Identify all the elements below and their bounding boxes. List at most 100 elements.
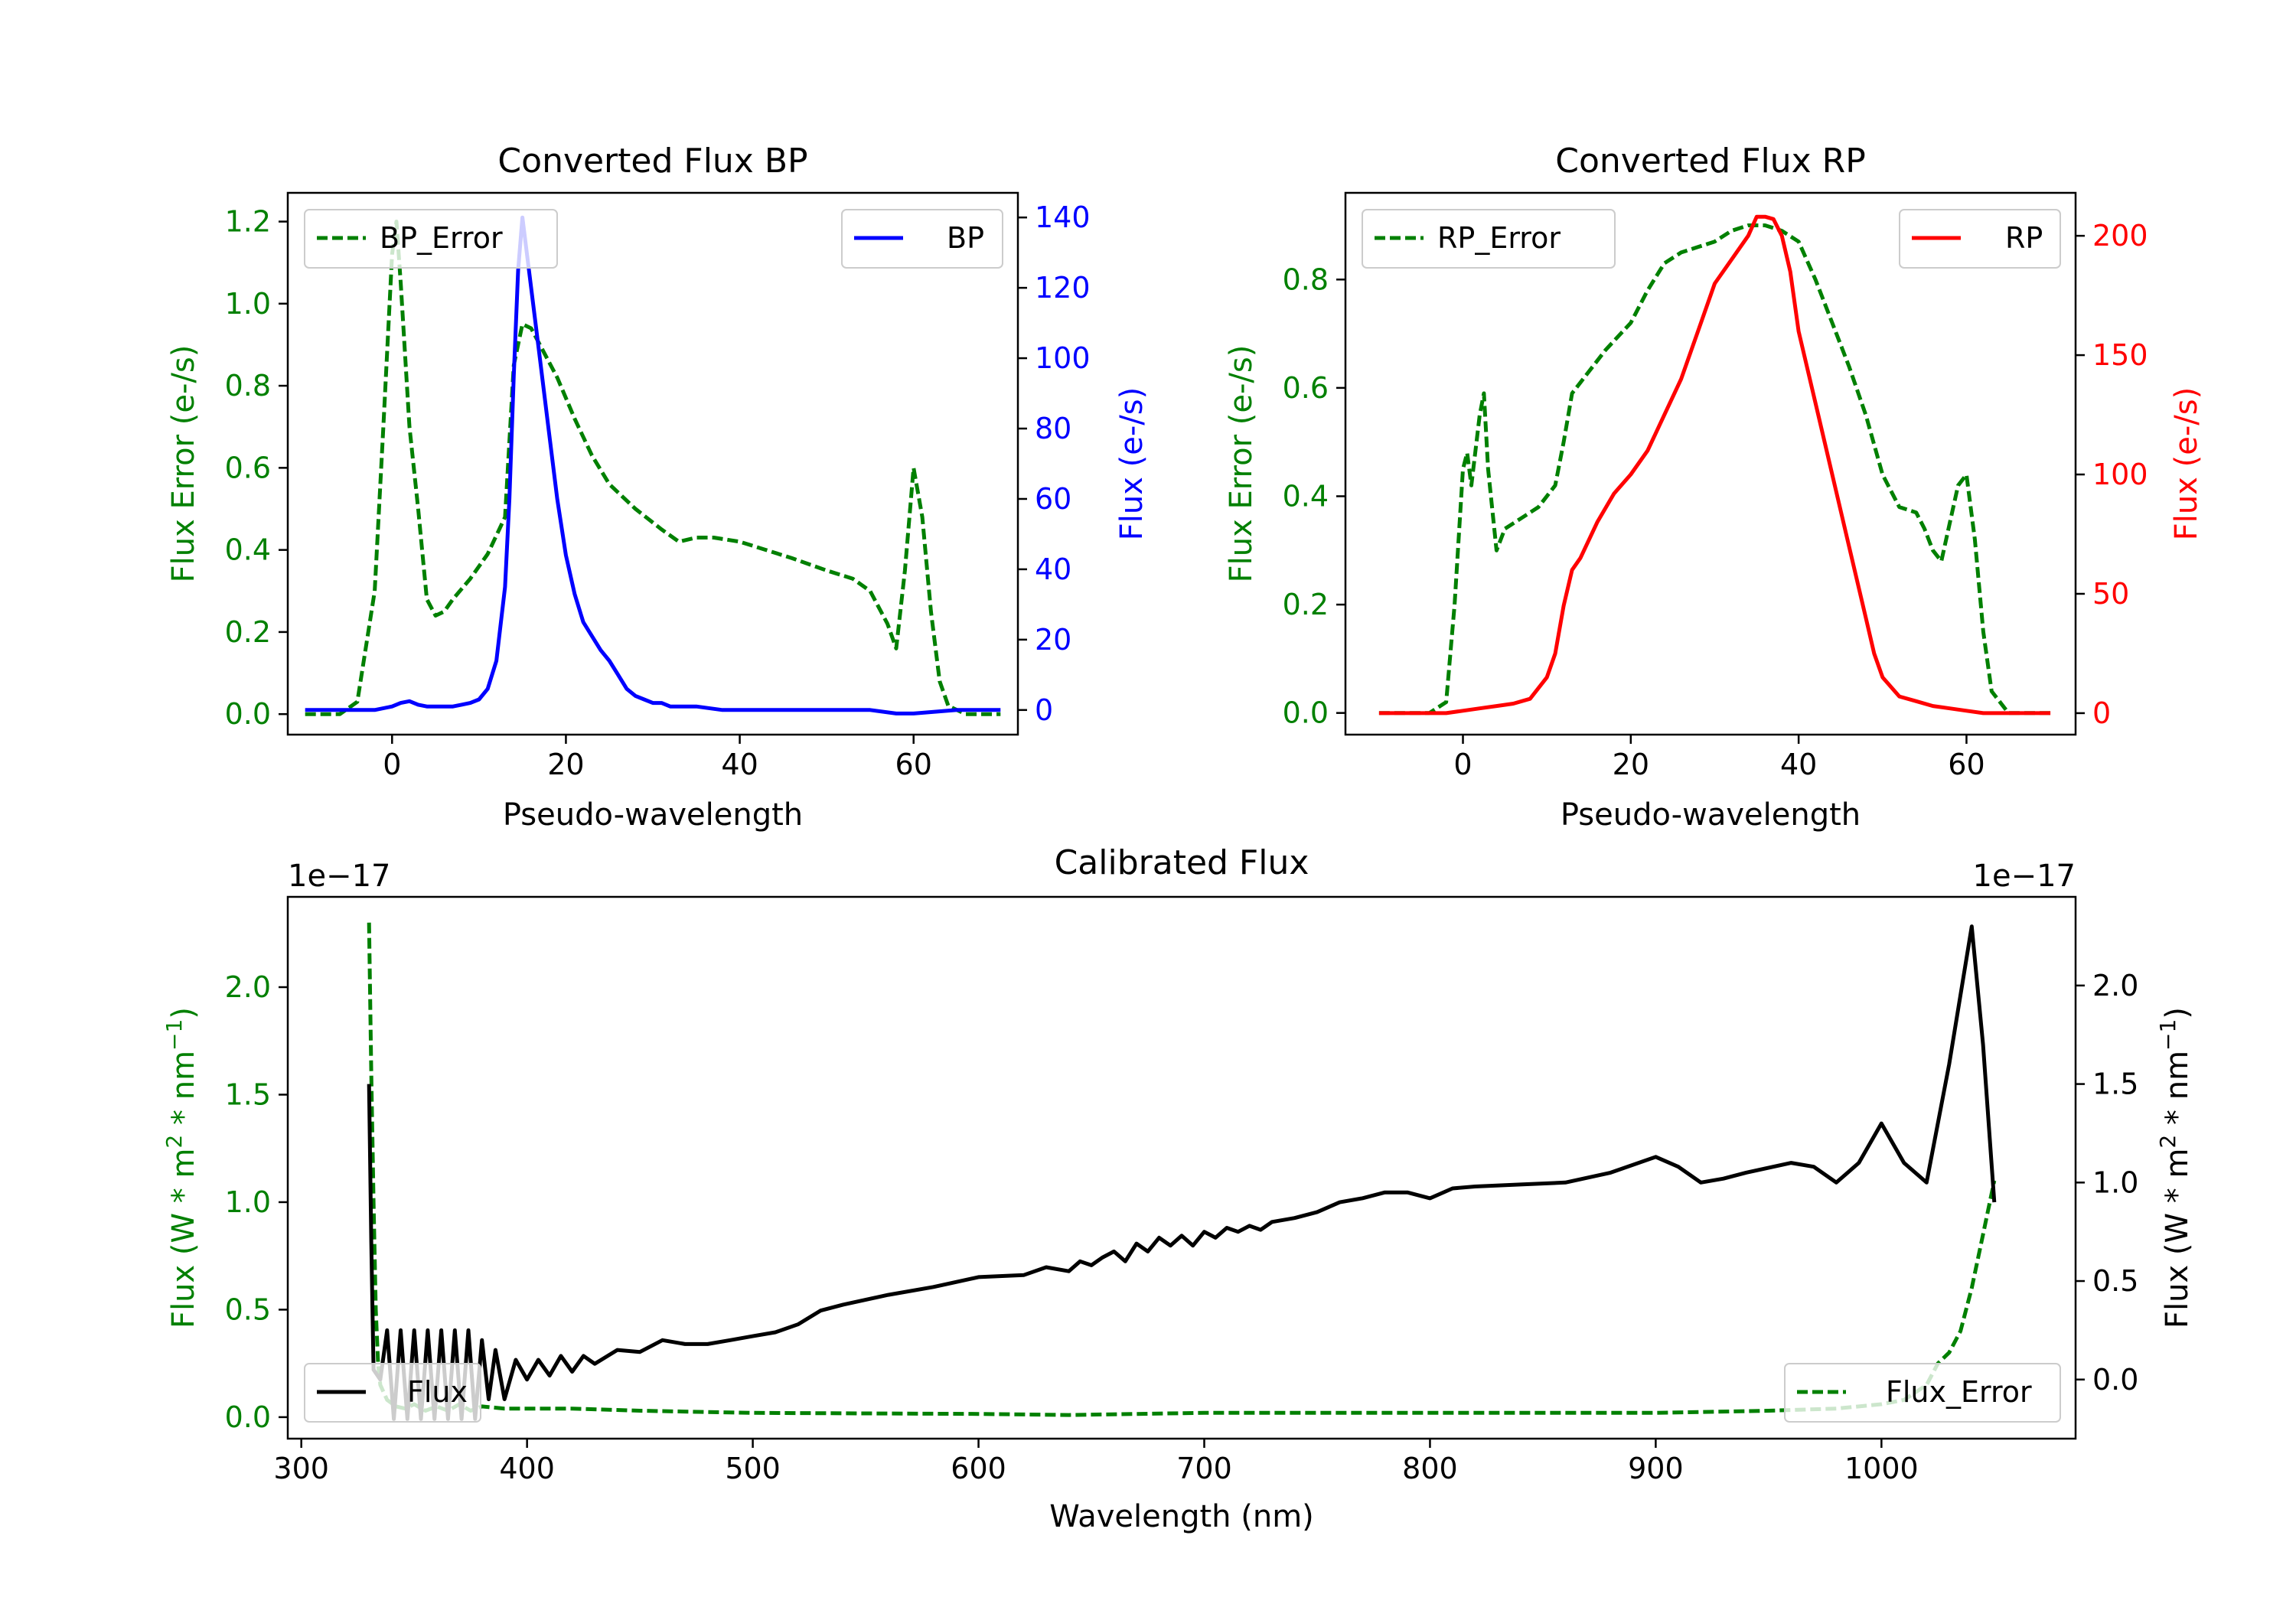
rp-ylabel-right: Flux (e-/s) xyxy=(2169,387,2204,540)
cal-xtick-label: 700 xyxy=(1176,1452,1232,1485)
rp-xtick-label: 0 xyxy=(1453,748,1472,781)
rp-lines xyxy=(1378,214,2051,715)
cal-xlabel: Wavelength (nm) xyxy=(1049,1499,1314,1534)
bp-right-tick-label: 20 xyxy=(1035,623,1071,657)
cal-left-tick-label: 2.0 xyxy=(225,970,271,1004)
bp-xlabel: Pseudo-wavelength xyxy=(503,797,803,833)
cal-xtick-label: 1000 xyxy=(1844,1452,1919,1485)
cal-axes-frame xyxy=(286,895,2077,1440)
rp-right-tick-label: 150 xyxy=(2092,338,2148,372)
cal-ylabel-left-b: * nm xyxy=(166,1051,201,1135)
rp-left-tick-label: 0.8 xyxy=(1283,262,1329,296)
bp-xtick-label: 20 xyxy=(547,748,584,781)
rp-error-legend: RP_Error xyxy=(1362,209,1616,269)
cal-ylabel-right-sup1: 2 xyxy=(2155,1135,2180,1149)
rp-right-ticks: 0 50 100 150 200 xyxy=(2076,219,2148,730)
cal-panel: Calibrated Flux 1e−17 1e−17 300 400 500 600… xyxy=(161,843,2195,1534)
rp-error-legend-label: RP_Error xyxy=(1437,221,1561,255)
cal-ylabel-left-a: Flux (W * m xyxy=(166,1149,201,1328)
cal-xticks: 300 400 500 600 700 800 900 1000 xyxy=(273,1439,1919,1485)
rp-left-tick-label: 0.6 xyxy=(1283,371,1329,405)
rp-right-tick-label: 100 xyxy=(2092,458,2148,491)
cal-error-legend: Flux_Error xyxy=(1784,1363,2061,1423)
bp-xticks: 0 20 40 60 xyxy=(383,735,932,781)
cal-ylabel-right: Flux (W * m2 * nm−1) xyxy=(2155,1007,2195,1328)
bp-left-ticks: 0.0 0.2 0.4 0.6 0.8 1.0 1.2 xyxy=(225,205,288,731)
cal-right-tick-label: 0.5 xyxy=(2092,1264,2138,1298)
cal-offset-left: 1e−17 xyxy=(288,859,390,894)
cal-flux-legend: Flux xyxy=(304,1363,481,1423)
bp-axes-frame xyxy=(286,191,1019,736)
bp-legend-label: BP xyxy=(947,221,984,255)
bp-legend-box xyxy=(841,209,1003,269)
cal-xtick-label: 500 xyxy=(725,1452,781,1485)
rp-title: Converted Flux RP xyxy=(1555,142,1866,181)
bp-lines xyxy=(305,215,1001,716)
cal-xtick-label: 900 xyxy=(1628,1452,1684,1485)
rp-xtick-label: 20 xyxy=(1613,748,1649,781)
cal-right-tick-label: 0.0 xyxy=(2092,1363,2138,1397)
cal-ylabel-left-c: ) xyxy=(166,1007,201,1019)
cal-left-tick-label: 0.5 xyxy=(225,1292,271,1326)
rp-left-tick-label: 0.2 xyxy=(1283,588,1329,621)
bp-xtick-label: 0 xyxy=(383,748,401,781)
bp-right-tick-label: 100 xyxy=(1035,341,1091,375)
rp-ylabel-left: Flux Error (e-/s) xyxy=(1224,345,1259,583)
cal-error-legend-label: Flux_Error xyxy=(1886,1375,2032,1409)
rp-xtick-label: 60 xyxy=(1948,748,1985,781)
bp-error-legend-label: BP_Error xyxy=(380,221,503,255)
rp-left-ticks: 0.0 0.2 0.4 0.6 0.8 xyxy=(1283,262,1345,730)
bp-ylabel-right: Flux (e-/s) xyxy=(1114,387,1150,540)
bp-xtick-label: 60 xyxy=(895,748,932,781)
bp-right-tick-label: 0 xyxy=(1035,693,1053,727)
cal-ylabel-right-b: * nm xyxy=(2160,1051,2195,1135)
rp-series-rp xyxy=(1378,214,2051,715)
rp-xlabel: Pseudo-wavelength xyxy=(1561,797,1861,833)
cal-flux-legend-label: Flux xyxy=(407,1375,468,1409)
bp-series-bp xyxy=(305,215,1001,715)
bp-right-tick-label: 120 xyxy=(1035,271,1091,305)
cal-ylabel-right-a: Flux (W * m xyxy=(2160,1149,2195,1328)
cal-xtick-label: 800 xyxy=(1402,1452,1458,1485)
bp-right-ticks: 0 20 40 60 80 100 120 140 xyxy=(1018,200,1091,727)
cal-right-tick-label: 1.5 xyxy=(2092,1068,2138,1101)
cal-ylabel-left-sup2: −1 xyxy=(161,1019,187,1051)
cal-right-tick-label: 2.0 xyxy=(2092,969,2138,1002)
bp-xtick-label: 40 xyxy=(721,748,758,781)
cal-ylabel-left: Flux (W * m2 * nm−1) xyxy=(161,1007,201,1328)
cal-xtick-label: 300 xyxy=(273,1452,329,1485)
bp-left-tick-label: 0.8 xyxy=(225,369,271,403)
cal-error-legend-box xyxy=(1784,1363,2061,1423)
rp-right-tick-label: 0 xyxy=(2092,696,2111,730)
rp-error-legend-box xyxy=(1362,209,1616,269)
cal-right-ticks: 0.0 0.5 1.0 1.5 2.0 xyxy=(2076,969,2138,1397)
bp-series-bp-error xyxy=(305,220,1001,716)
cal-title: Calibrated Flux xyxy=(1055,843,1309,882)
rp-legend: RP xyxy=(1899,209,2061,269)
bp-error-legend-box xyxy=(304,209,558,269)
rp-xticks: 0 20 40 60 xyxy=(1453,735,1985,781)
bp-right-tick-label: 60 xyxy=(1035,482,1071,516)
bp-left-tick-label: 0.4 xyxy=(225,533,271,567)
rp-series-rp-error xyxy=(1378,223,2051,715)
cal-left-ticks: 0.0 0.5 1.0 1.5 2.0 xyxy=(225,970,288,1434)
cal-right-tick-label: 1.0 xyxy=(2092,1165,2138,1199)
rp-right-tick-label: 50 xyxy=(2092,577,2129,611)
cal-left-tick-label: 1.5 xyxy=(225,1077,271,1111)
rp-left-tick-label: 0.4 xyxy=(1283,479,1329,513)
cal-left-tick-label: 0.0 xyxy=(225,1400,271,1434)
bp-right-tick-label: 40 xyxy=(1035,553,1071,586)
cal-flux-legend-box xyxy=(304,1363,481,1423)
cal-ylabel-right-c: ) xyxy=(2160,1007,2195,1019)
cal-xtick-label: 400 xyxy=(499,1452,555,1485)
rp-left-tick-label: 0.0 xyxy=(1283,696,1329,730)
rp-right-tick-label: 200 xyxy=(2092,219,2148,253)
rp-legend-box xyxy=(1899,209,2061,269)
rp-legend-label: RP xyxy=(2005,221,2043,255)
bp-ylabel-left: Flux Error (e-/s) xyxy=(166,345,201,583)
bp-right-tick-label: 140 xyxy=(1035,200,1091,234)
cal-left-tick-label: 1.0 xyxy=(225,1185,271,1219)
bp-error-legend: BP_Error xyxy=(304,209,558,269)
bp-left-tick-label: 0.0 xyxy=(225,697,271,731)
